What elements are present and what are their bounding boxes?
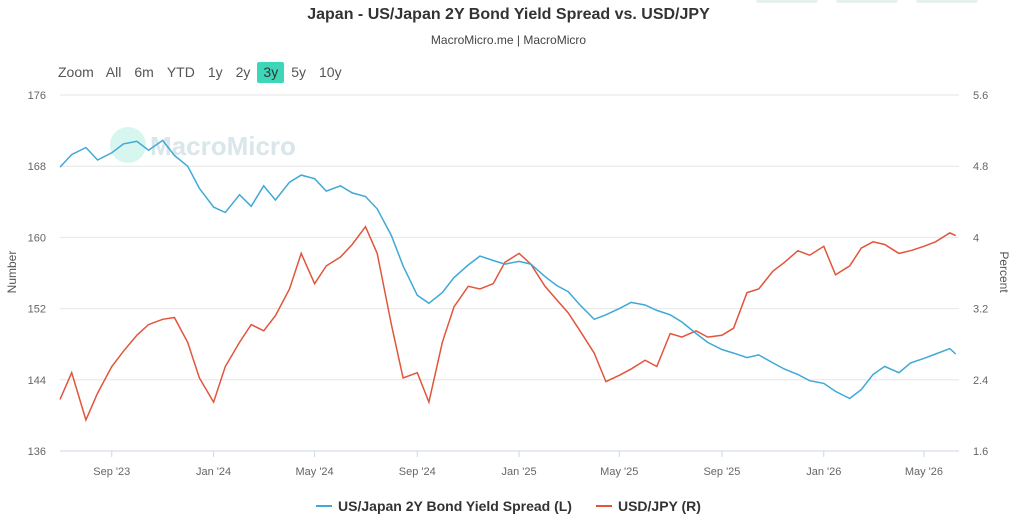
legend: US/Japan 2Y Bond Yield Spread (L) USD/JP…	[0, 498, 1017, 514]
right-axis-ticks: 1.6 2.4 3.2 4 4.8 5.6	[973, 90, 988, 458]
legend-item-spread[interactable]: US/Japan 2Y Bond Yield Spread (L)	[316, 498, 572, 514]
zoom-2y-button[interactable]: 2y	[235, 63, 251, 80]
left-tick-label: 168	[28, 161, 46, 173]
watermark-text: MacroMicro	[150, 131, 296, 161]
legend-item-usdjpy[interactable]: USD/JPY (R)	[595, 498, 701, 514]
x-tick-label: Jan '24	[196, 466, 231, 478]
zoom-all-button[interactable]: All	[105, 63, 122, 80]
right-tick-label: 5.6	[973, 90, 988, 102]
x-tick-label: Jan '26	[806, 466, 841, 478]
legend-swatch-usdjpy	[595, 505, 612, 507]
x-tick-label: May '26	[905, 466, 943, 478]
right-tick-label: 1.6	[973, 446, 988, 458]
top-tab[interactable]	[916, 0, 978, 3]
zoom-1y-button[interactable]: 1y	[207, 63, 223, 80]
legend-swatch-spread	[316, 505, 333, 507]
top-strip	[0, 0, 1017, 6]
x-tick-label: May '24	[295, 466, 333, 478]
legend-label-usdjpy: USD/JPY (R)	[617, 498, 701, 514]
zoom-label: Zoom	[58, 64, 94, 80]
top-tab[interactable]	[836, 0, 898, 3]
x-axis-ticks: Sep '23 Jan '24 May '24 Sep '24 Jan '25 May '…	[93, 451, 943, 478]
zoom-6m-button[interactable]: 6m	[134, 63, 154, 80]
x-tick-label: Sep '23	[93, 466, 130, 478]
right-tick-label: 2.4	[973, 375, 988, 387]
chart-subtitle: MacroMicro.me | MacroMicro	[430, 33, 587, 47]
left-tick-label: 144	[28, 375, 46, 387]
zoom-10y-button[interactable]: 10y	[319, 63, 342, 80]
zoom-5y-button[interactable]: 5y	[291, 63, 306, 80]
right-tick-label: 3.2	[973, 304, 988, 316]
legend-label-spread: US/Japan 2Y Bond Yield Spread (L)	[338, 498, 572, 514]
zoom-bar: Zoom All 6m YTD 1y 2y 3y 5y 10y	[58, 61, 349, 83]
series-line-usdjpy[interactable]	[59, 225, 957, 423]
right-tick-label: 4	[973, 232, 979, 244]
zoom-3y-button[interactable]: 3y	[257, 61, 285, 83]
chart-plot[interactable]: MacroMicro 136 144 152 160 168 176 1.6 2.4 3.2 4…	[0, 0, 1017, 495]
x-tick-label: Jan '25	[502, 466, 537, 478]
zoom-ytd-button[interactable]: YTD	[166, 63, 195, 80]
right-tick-label: 4.8	[973, 161, 988, 173]
left-tick-label: 160	[28, 232, 46, 244]
right-axis-label: Percent	[997, 251, 1011, 293]
x-tick-label: Sep '24	[399, 466, 436, 478]
chart-title: Japan - US/Japan 2Y Bond Yield Spread vs…	[307, 6, 710, 23]
left-tick-label: 136	[28, 446, 46, 458]
top-tab[interactable]	[756, 0, 818, 3]
x-tick-label: Sep '25	[703, 466, 740, 478]
left-tick-label: 152	[28, 304, 46, 316]
watermark-logo-icon	[110, 127, 146, 163]
x-tick-label: May '25	[600, 466, 638, 478]
watermark: MacroMicro	[110, 127, 296, 163]
left-axis-ticks: 136 144 152 160 168 176	[28, 90, 46, 458]
series-line-spread[interactable]	[59, 139, 957, 400]
left-axis-label: Number	[5, 251, 19, 294]
left-tick-label: 176	[28, 90, 46, 102]
